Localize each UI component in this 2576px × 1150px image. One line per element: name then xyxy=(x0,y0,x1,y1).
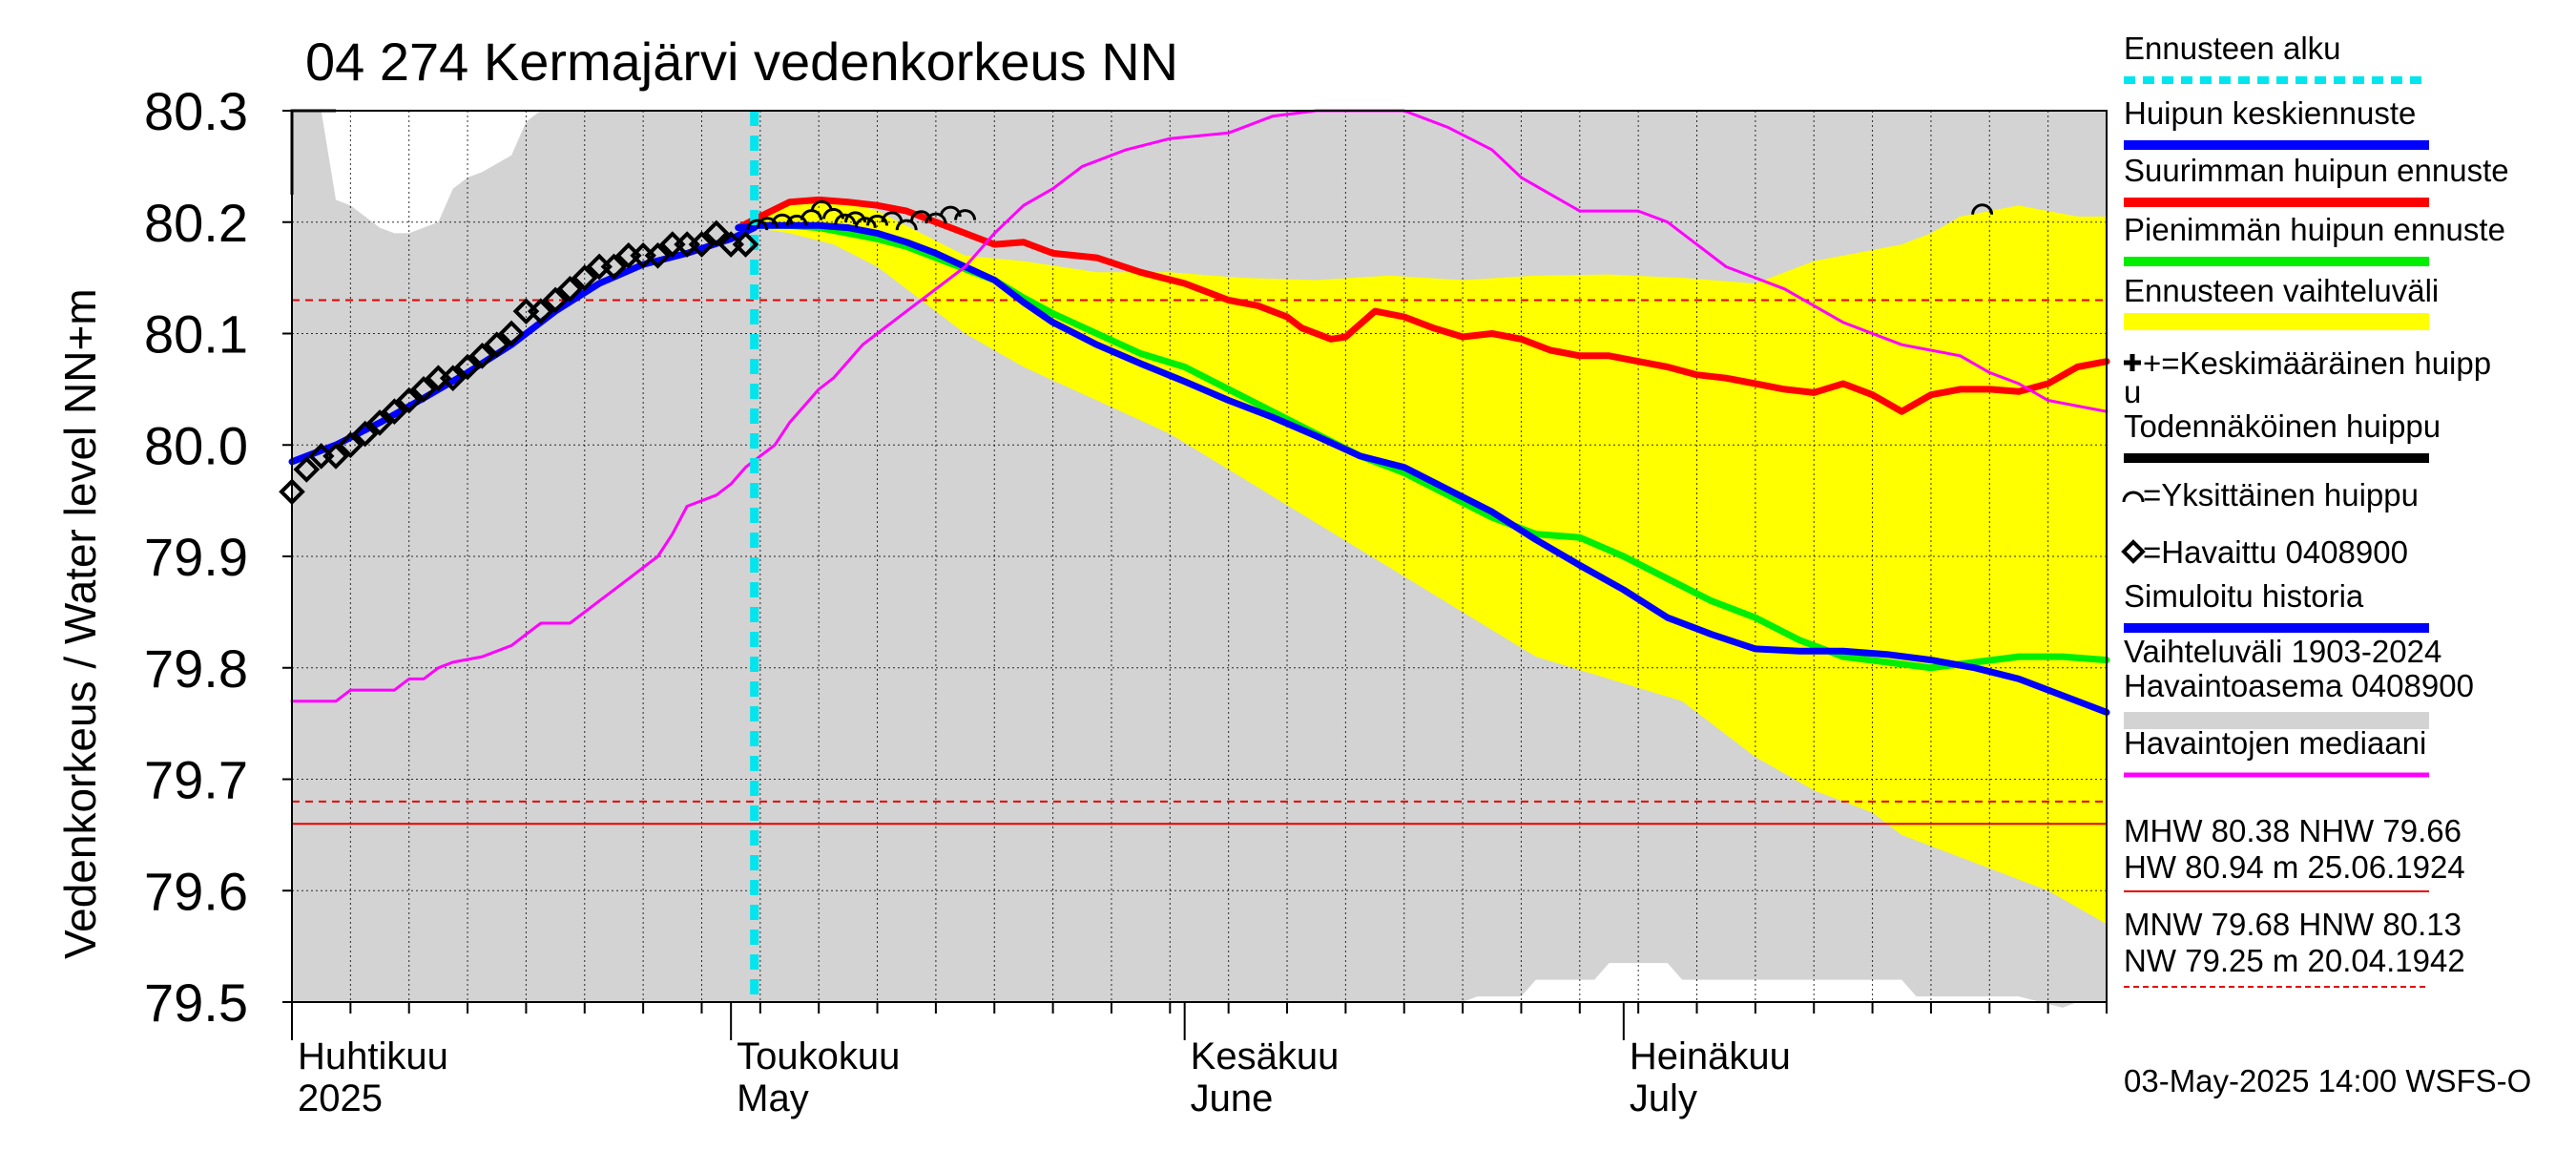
legend-todenn-k-inen-huippu-text: Todennäköinen huippu xyxy=(2124,408,2441,444)
legend-todenn-k-inen-huippu: Todennäköinen huippu xyxy=(2124,408,2441,463)
legend-ennusteen-vaihteluv-li-text: Ennusteen vaihteluväli xyxy=(2124,273,2439,308)
legend-huipun-keskiennuste: Huipun keskiennuste xyxy=(2124,95,2429,150)
single-peak-marker xyxy=(910,210,933,221)
corner-bracket xyxy=(290,109,336,195)
legend-yksitt-inen-huippu: =Yksittäinen huippu xyxy=(2122,477,2419,512)
single-peak-marker xyxy=(746,219,769,231)
series-havaintojen-mediaani xyxy=(290,109,2109,703)
legend-havaittu-0408900: =Havaittu 0408900 xyxy=(2121,534,2408,570)
observed-point xyxy=(439,365,467,392)
legend-havaintojen-mediaani: Havaintojen mediaani xyxy=(2124,725,2429,778)
y-tick-label: 79.9 xyxy=(144,527,248,587)
legend-ennusteen-vaihteluv-li-swatch xyxy=(2124,313,2429,330)
single-peak-marker xyxy=(924,212,947,224)
observed-point xyxy=(498,320,525,347)
stats-nw: NW 79.25 m 20.04.1942 xyxy=(2124,943,2465,978)
legend-suurimman-huipun-ennuste: Suurimman huipun ennuste xyxy=(2124,153,2509,207)
legend-vaihteluv-li-1903-2024-text: Vaihteluväli 1903-2024 xyxy=(2124,634,2441,669)
legend-havaintojen-mediaani-text: Havaintojen mediaani xyxy=(2124,725,2426,761)
single-peak-marker xyxy=(1971,203,1994,215)
stats-mnw-hnw: MNW 79.68 HNW 80.13 xyxy=(2124,907,2462,942)
observed-point xyxy=(644,241,672,269)
legend-pienimm-n-huipun-ennuste-text: Pienimmän huipun ennuste xyxy=(2124,212,2505,247)
single-peak-marker xyxy=(881,211,904,223)
series-suurimman-huipun-ennuste xyxy=(735,196,2110,415)
legend-observed-icon xyxy=(2121,539,2146,564)
month-may-sublabel: May xyxy=(737,1077,809,1119)
legend-havaittu-0408900-text: =Havaittu 0408900 xyxy=(2143,534,2408,570)
observed-point xyxy=(702,220,730,247)
legend-simuloitu-historia-text: Simuloitu historia xyxy=(2124,578,2364,614)
legend-ennusteen-vaihteluv-li: Ennusteen vaihteluväli xyxy=(2124,273,2439,330)
stats-mhw-nhw: MHW 80.38 NHW 79.66 xyxy=(2124,813,2462,848)
month-april-sublabel: 2025 xyxy=(298,1077,383,1119)
legend-single-peak-icon xyxy=(2122,491,2145,503)
month-april-label: Huhtikuu xyxy=(298,1035,448,1077)
single-peak-marker xyxy=(785,214,808,226)
legend-vaihteluv-li-1903-2024-swatch xyxy=(2124,712,2429,729)
observed-point xyxy=(468,343,496,369)
observed-point xyxy=(527,298,554,324)
month-may-label: Toukokuu xyxy=(737,1035,900,1077)
legend-pienimm-n-huipun-ennuste: Pienimmän huipun ennuste xyxy=(2124,212,2505,266)
legend-ennusteen-alku: Ennusteen alku xyxy=(2124,31,2429,84)
y-tick-label: 79.8 xyxy=(144,638,248,699)
observed-point xyxy=(542,286,569,314)
observed-point xyxy=(688,231,716,258)
y-tick-label: 79.6 xyxy=(144,861,248,921)
legend-suurimman-huipun-ennuste-text: Suurimman huipun ennuste xyxy=(2124,153,2509,188)
y-axis-label: Vedenkorkeus / Water level NN+m xyxy=(55,288,105,959)
month-june-label: Kesäkuu xyxy=(1191,1035,1340,1077)
observed-point xyxy=(381,398,408,426)
month-july-label: Heinäkuu xyxy=(1630,1035,1791,1077)
y-tick-label: 80.1 xyxy=(144,304,248,365)
legend-ennusteen-alku-text: Ennusteen alku xyxy=(2124,31,2341,66)
legend-vaihteluv-li-1903-2024-text-2: Havaintoasema 0408900 xyxy=(2124,668,2474,703)
series-huipun-keskiennuste xyxy=(735,221,2110,716)
month-july-sublabel: July xyxy=(1630,1077,1697,1119)
month-june-sublabel: June xyxy=(1191,1077,1274,1119)
chart-title: 04 274 Kermajärvi vedenkorkeus NN xyxy=(305,31,1178,92)
legend-keskim-r-inen-huipp: +=Keskimääräinen huippu xyxy=(2124,345,2491,409)
observed-point xyxy=(351,420,379,448)
observed-point xyxy=(293,456,321,483)
single-peak-marker xyxy=(771,213,794,225)
y-tick-label: 80.3 xyxy=(144,81,248,141)
observed-point xyxy=(410,376,437,403)
forecast-variation-band xyxy=(754,198,2107,925)
single-peak-marker xyxy=(954,209,977,220)
observed-point xyxy=(322,443,349,470)
observed-point xyxy=(556,275,584,303)
observed-point xyxy=(395,387,423,414)
single-peak-marker xyxy=(854,217,877,228)
legend-mean-peak-icon xyxy=(2124,354,2141,371)
single-peak-marker xyxy=(866,214,889,226)
footer-timestamp: 03-May-2025 14:00 WSFS-O xyxy=(2124,1063,2531,1098)
observed-point xyxy=(337,431,364,459)
y-tick-label: 79.7 xyxy=(144,750,248,810)
observed-point xyxy=(366,409,393,436)
observed-point xyxy=(454,353,481,381)
observed-point xyxy=(571,264,598,291)
legend-keskim-r-inen-huipp-text-2: u xyxy=(2124,374,2141,409)
y-tick-label: 80.2 xyxy=(144,193,248,253)
observed-point xyxy=(600,253,628,281)
stats-hw: HW 80.94 m 25.06.1924 xyxy=(2124,849,2465,885)
legend-vaihteluv-li-1903-2024: Vaihteluväli 1903-2024 Havaintoasema 040… xyxy=(2124,634,2474,729)
y-tick-label: 79.5 xyxy=(144,972,248,1033)
single-peak-marker xyxy=(757,217,779,228)
y-tick-label: 80.0 xyxy=(144,415,248,475)
single-peak-marker xyxy=(810,199,833,212)
legend-keskim-r-inen-huipp-text: +=Keskimääräinen huipp xyxy=(2143,345,2491,381)
legend-yksitt-inen-huippu-text: =Yksittäinen huippu xyxy=(2143,477,2419,512)
legend-huipun-keskiennuste-text: Huipun keskiennuste xyxy=(2124,95,2416,131)
legend-simuloitu-historia: Simuloitu historia xyxy=(2124,578,2429,633)
single-peak-marker xyxy=(895,219,918,231)
single-peak-marker xyxy=(834,213,857,225)
observed-point xyxy=(483,331,510,359)
observed-point xyxy=(732,231,759,258)
